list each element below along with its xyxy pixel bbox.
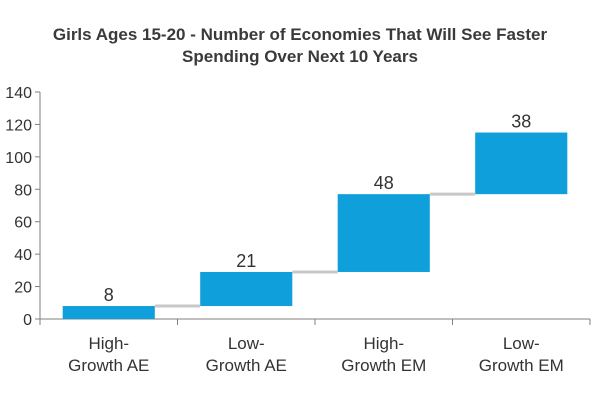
data-label: 38: [511, 112, 531, 132]
bar: [337, 194, 430, 272]
x-tick-label: Growth AE: [206, 356, 287, 375]
x-tick-label: Low-: [503, 334, 540, 353]
x-tick-label: High-: [363, 334, 404, 353]
data-label: 21: [236, 251, 256, 271]
data-label: 48: [374, 173, 394, 193]
bar: [62, 306, 155, 319]
x-tick-label: High-: [88, 334, 129, 353]
y-tick-label: 120: [5, 117, 32, 134]
data-label: 8: [104, 285, 114, 305]
x-tick-label: Low-: [228, 334, 265, 353]
chart-title-line-1: Girls Ages 15-20 - Number of Economies T…: [52, 25, 548, 44]
y-tick-label: 40: [14, 247, 32, 264]
y-tick-label: 20: [14, 280, 32, 297]
x-tick-label: Growth EM: [479, 356, 564, 375]
y-tick-label: 60: [14, 215, 32, 232]
y-tick-label: 80: [14, 182, 32, 199]
y-tick-label: 140: [5, 85, 32, 102]
chart-title: Girls Ages 15-20 - Number of Economies T…: [0, 24, 600, 68]
bar: [200, 271, 293, 307]
y-tick-label: 0: [23, 312, 32, 329]
x-tick-label: Growth EM: [341, 356, 426, 375]
chart-title-line-2: Spending Over Next 10 Years: [182, 47, 418, 66]
y-tick-label: 100: [5, 150, 32, 167]
x-tick-label: Growth AE: [68, 356, 149, 375]
bar: [475, 132, 568, 195]
